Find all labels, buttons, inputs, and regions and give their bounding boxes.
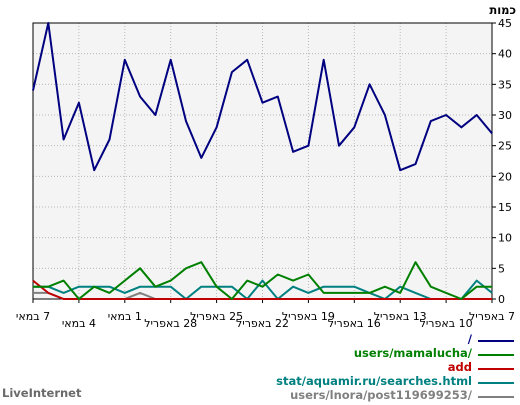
- x-tick-label: 25 באפריל: [190, 310, 243, 323]
- series-line: [33, 261, 492, 300]
- legend-swatch: [478, 382, 514, 384]
- series-line: [32, 22, 493, 172]
- y-tick-label: 5: [498, 262, 505, 275]
- x-tick-label: 10 באפריל: [420, 317, 473, 330]
- x-tick-label: 7 במאי: [16, 310, 50, 323]
- legend-swatch: [478, 396, 514, 398]
- x-tick-label: 16 באפריל: [328, 317, 381, 330]
- x-tick-label: 13 באפריל: [374, 310, 427, 323]
- y-tick-label: 40: [498, 48, 512, 61]
- line-chart: 0 5 10 15 20 25 30 35 40 45 7 במאי 4 במאי 1 במאי28 …: [16, 3, 516, 330]
- legend-item: stat/aquamir.ru/searches.html: [0, 374, 520, 390]
- legend-label: stat/aquamir.ru/searches.html: [276, 374, 472, 388]
- x-tick-label: 1 במאי: [108, 310, 142, 323]
- y-axis-label: כמות: [489, 3, 516, 17]
- y-tick-label: 20: [498, 170, 512, 183]
- y-tick-label: 0: [498, 293, 505, 306]
- y-tick-label: 10: [498, 232, 512, 245]
- series-lines: [32, 22, 493, 300]
- brand-label: LiveInternet: [2, 386, 82, 400]
- x-tick-label: 28 באפריל: [144, 317, 197, 330]
- legend-swatch: [478, 368, 514, 370]
- y-tick-label: 45: [498, 17, 512, 30]
- legend-item: add: [0, 360, 520, 376]
- legend-swatch: [478, 354, 514, 356]
- y-tick-label: 25: [498, 140, 512, 153]
- y-tick-label: 35: [498, 78, 512, 91]
- y-tick-label: 15: [498, 201, 512, 214]
- x-tick-label: 4 במאי: [62, 317, 96, 330]
- legend-item: users/lnora/post119699253/: [0, 388, 520, 404]
- legend-label: add: [447, 360, 472, 374]
- series-line: [33, 279, 493, 300]
- series-line: [32, 279, 492, 300]
- legend-label: users/lnora/post119699253/: [290, 388, 472, 402]
- y-tick-label: 30: [498, 109, 512, 122]
- legend-label: /: [467, 332, 472, 346]
- legend-item: users/mamalucha/: [0, 346, 520, 362]
- legend-label: users/mamalucha/: [353, 346, 472, 360]
- x-tick-label: 22 באפריל: [236, 317, 289, 330]
- x-tick-label: 19 באפריל: [282, 310, 335, 323]
- legend-swatch: [478, 340, 514, 342]
- y-tick-labels: 0 5 10 15 20 25 30 35 40 45: [498, 17, 512, 306]
- legend-item: /: [0, 332, 520, 348]
- x-tick-label: 7 באפריל: [469, 310, 515, 323]
